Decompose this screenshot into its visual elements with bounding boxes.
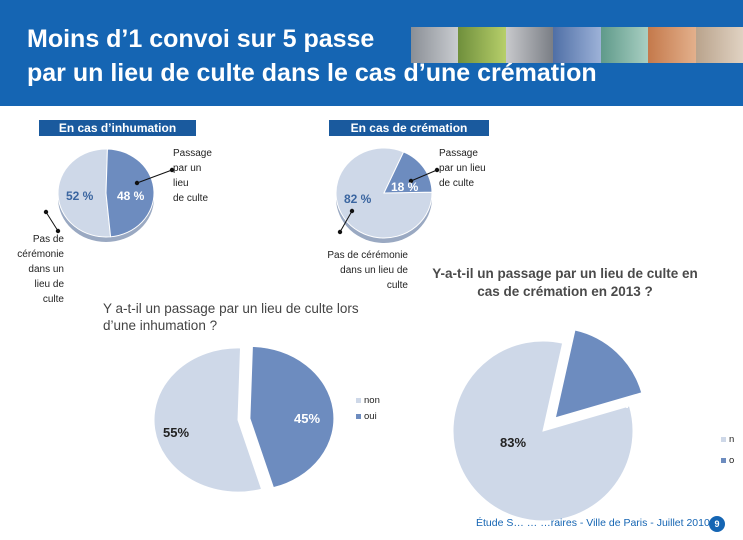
- callout-dot-2-b: [408, 178, 414, 184]
- tl-label-left: 52 %: [66, 189, 94, 203]
- bl-question: Y a-t-il un passage par un lieu de culte…: [103, 301, 359, 333]
- pie-2-slice-oui: [249, 346, 335, 489]
- tag-cremation: En cas de crémation: [329, 120, 489, 136]
- bl-label-small: 45%: [294, 411, 321, 426]
- page-number: 9: [709, 516, 725, 532]
- pie-3: [452, 329, 643, 522]
- faces-photo-strip: [411, 27, 743, 63]
- tl-label-right: 48 %: [117, 189, 145, 203]
- br-label-small: 17%: [617, 396, 644, 411]
- callout-dot-0-b: [134, 180, 140, 186]
- footer-text: Étude S… … …raires - Ville de Paris - Ju…: [476, 517, 710, 529]
- br-question: Y-a-t-il un passage par un lieu de culte…: [432, 266, 698, 299]
- legend-swatch-oui: [356, 414, 361, 419]
- pie-1: [335, 147, 433, 243]
- callout-line-0: [136, 169, 173, 184]
- callout-dot-3-b: [337, 229, 343, 235]
- tr-callout-ceremonie: Pas de cérémonie dans un lieu de culte: [327, 250, 408, 291]
- callout-dot-0-a: [169, 167, 175, 173]
- pie-3-slice-n: [452, 340, 634, 522]
- pie-1-slice-passage-par-un-lieu-de-culte: [383, 151, 433, 194]
- legend-label-n: n: [729, 434, 735, 445]
- title-line-2: par un lieu de culte dans le cas d’une c…: [27, 59, 597, 87]
- tr-label-big: 82 %: [344, 192, 372, 206]
- pie-0-slice-passage-par-un-lieu-de-culte: [105, 148, 155, 238]
- br-label-big: 83%: [500, 435, 527, 450]
- bl-label-big: 55%: [163, 425, 190, 440]
- legend-label-non: non: [364, 395, 380, 406]
- legend-label-o: o: [729, 455, 735, 466]
- legend-swatch-non: [356, 398, 361, 403]
- tag-inhumation: En cas d’inhumation: [39, 120, 196, 136]
- callout-line-3: [339, 210, 353, 233]
- callout-dot-2-a: [434, 167, 440, 173]
- legend-swatch-n: [721, 437, 726, 442]
- title-line-1: Moins d’1 convoi sur 5 passe: [27, 25, 375, 53]
- pie-3-slice-o: [554, 329, 643, 419]
- callout-line-2: [410, 169, 438, 182]
- header-banner: Moins d’1 convoi sur 5 passe par un lieu…: [0, 0, 743, 106]
- callout-dot-3-a: [349, 208, 355, 214]
- pie-0: [57, 148, 155, 242]
- page-title: Moins d’1 convoi sur 5 passe par un lieu…: [27, 22, 597, 90]
- pie-2-slice-non: [153, 347, 263, 493]
- tr-callout-passage: Passage par un lieu de culte: [439, 148, 486, 189]
- callout-dot-1-a: [55, 228, 61, 234]
- legend-swatch-o: [721, 458, 726, 463]
- tr-label-small: 18 %: [391, 180, 419, 194]
- tl-callout-passage: Passage par un lieu de culte: [173, 148, 212, 204]
- pie-2: [153, 346, 335, 493]
- callout-line-1: [45, 211, 59, 232]
- pie-0-slice-pas-de-cérémonie-dans-un-lieu-de-culte: [57, 148, 112, 238]
- legend-label-oui: oui: [364, 411, 377, 422]
- tl-callout-ceremonie: Pas de cérémonie dans un lieu de culte: [17, 234, 64, 305]
- callout-dot-1-b: [43, 209, 49, 215]
